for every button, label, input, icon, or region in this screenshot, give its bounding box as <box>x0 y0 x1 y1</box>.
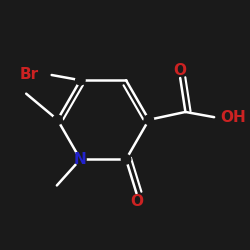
Circle shape <box>76 76 85 85</box>
Text: Br: Br <box>20 68 38 82</box>
Circle shape <box>53 115 62 124</box>
Text: OH: OH <box>221 110 246 125</box>
Circle shape <box>144 115 154 124</box>
Text: N: N <box>74 152 87 167</box>
Circle shape <box>74 154 86 165</box>
Text: O: O <box>174 63 187 78</box>
Circle shape <box>121 155 131 164</box>
Text: O: O <box>130 194 143 210</box>
